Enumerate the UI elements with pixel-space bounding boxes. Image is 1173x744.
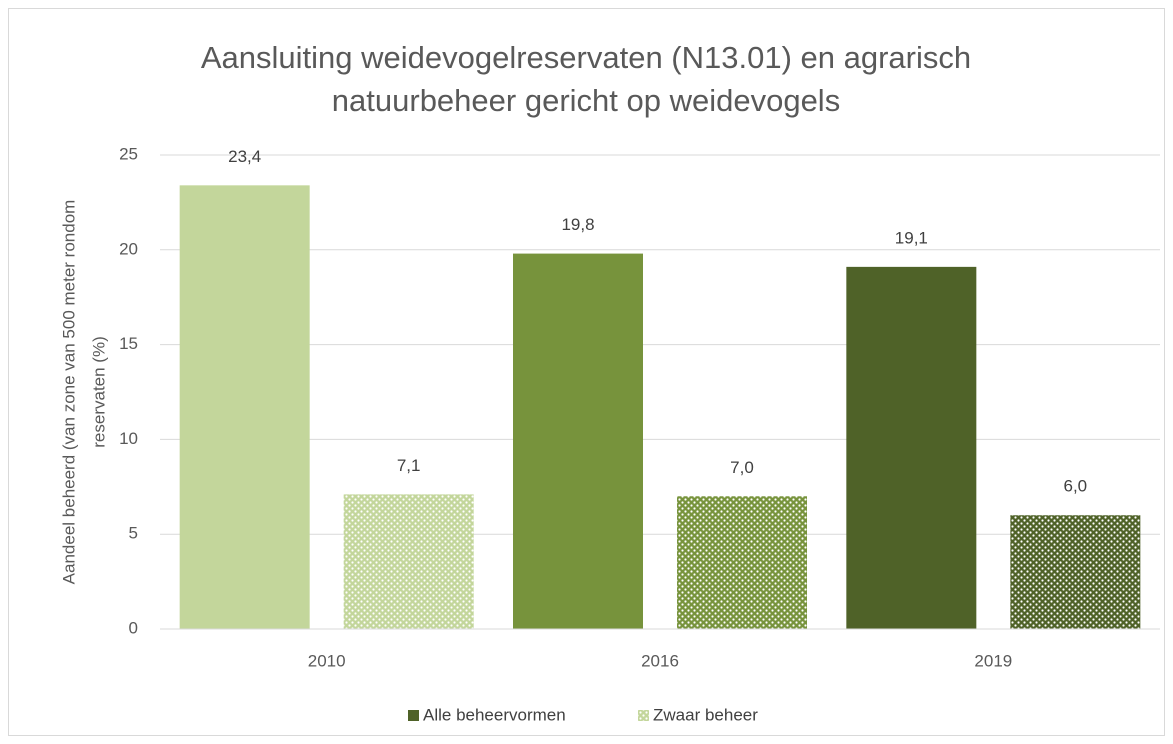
bar <box>343 494 474 629</box>
legend-swatch <box>408 710 419 721</box>
legend-label: Alle beheervormen <box>423 705 566 724</box>
data-label: 7,1 <box>397 456 421 475</box>
y-axis-label: Aandeel beheerd (van zone van 500 meter … <box>59 200 78 585</box>
data-label: 7,0 <box>730 458 754 477</box>
y-tick-label: 20 <box>119 239 138 258</box>
data-label: 23,4 <box>228 147 261 166</box>
legend-swatch <box>638 710 649 721</box>
bar <box>677 496 807 629</box>
x-tick-label: 2019 <box>974 651 1012 670</box>
x-tick-label: 2016 <box>641 651 679 670</box>
chart-title: natuurbeheer gericht op weidevogels <box>332 83 840 118</box>
y-tick-label: 25 <box>119 144 138 163</box>
data-label: 19,8 <box>561 215 594 234</box>
y-tick-label: 5 <box>129 524 138 543</box>
bar <box>179 185 310 629</box>
y-tick-label: 0 <box>129 618 138 637</box>
y-tick-label: 10 <box>119 429 138 448</box>
y-tick-label: 15 <box>119 334 138 353</box>
chart-title: Aansluiting weidevogelreservaten (N13.01… <box>201 40 971 75</box>
x-tick-label: 2010 <box>308 651 346 670</box>
bar <box>846 266 977 629</box>
bar <box>513 253 643 630</box>
data-label: 6,0 <box>1064 477 1088 496</box>
bar <box>1010 515 1141 629</box>
legend-label: Zwaar beheer <box>653 705 758 724</box>
y-axis-label: reservaten (%) <box>89 336 108 447</box>
data-label: 19,1 <box>895 228 928 247</box>
